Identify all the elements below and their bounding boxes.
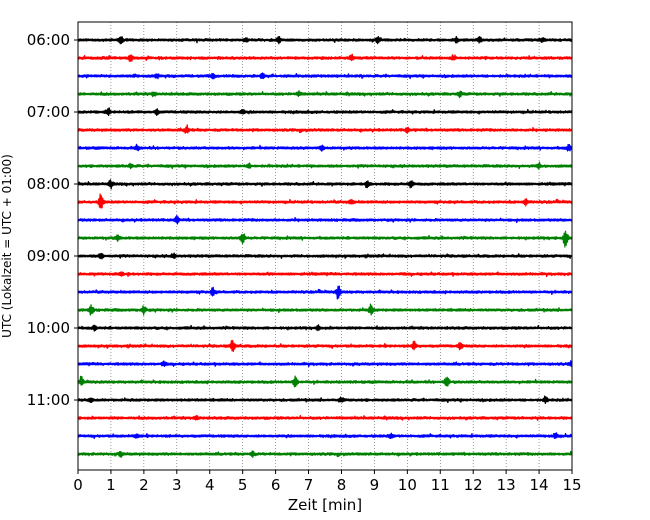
trace-line <box>77 35 573 45</box>
trace-line <box>77 324 573 332</box>
y-tick-label: 08:00 <box>27 175 70 193</box>
x-tick-label: 0 <box>73 476 83 494</box>
trace-line <box>77 360 573 368</box>
x-tick-label: 1 <box>106 476 116 494</box>
trace-line <box>77 432 573 440</box>
trace-line <box>77 53 573 62</box>
x-tick-label: 14 <box>530 476 549 494</box>
trace-line <box>77 375 573 388</box>
x-axis-label: Zeit [min] <box>288 496 362 514</box>
plot-frame <box>77 21 573 471</box>
x-tick-label: 7 <box>304 476 314 494</box>
trace-line <box>77 193 573 209</box>
y-tick-label: 10:00 <box>27 319 70 337</box>
y-tick-label: 07:00 <box>27 103 70 121</box>
y-axis-ticks: 06:00 07:00 08:00 09:00 10:00 11:00 <box>27 31 78 409</box>
y-tick-label: 09:00 <box>27 247 70 265</box>
x-tick-label: 13 <box>497 476 516 494</box>
x-tick-label: 2 <box>139 476 149 494</box>
trace-line <box>77 339 573 353</box>
x-tick-label: 10 <box>398 476 417 494</box>
x-tick-label: 8 <box>337 476 347 494</box>
x-tick-label: 12 <box>464 476 483 494</box>
trace-line <box>77 271 573 278</box>
y-tick-label: 11:00 <box>27 391 70 409</box>
x-tick-label: 3 <box>172 476 182 494</box>
x-tick-label: 11 <box>431 476 450 494</box>
trace-line <box>77 230 573 248</box>
x-tick-label: 6 <box>271 476 281 494</box>
trace-line <box>77 161 573 170</box>
trace-line <box>77 285 573 300</box>
trace-line <box>77 303 573 316</box>
x-tick-label: 9 <box>370 476 380 494</box>
x-tick-label: 4 <box>205 476 215 494</box>
trace-line <box>77 90 573 99</box>
grid-lines <box>110 22 540 470</box>
trace-line <box>77 179 573 190</box>
x-tick-label: 5 <box>238 476 248 494</box>
trace-line <box>77 214 573 225</box>
trace-line <box>77 107 573 117</box>
x-axis-ticks: 0 1 2 3 4 5 6 7 8 9 10 11 12 13 14 15 <box>73 470 582 494</box>
trace-line <box>77 72 573 80</box>
y-tick-label: 06:00 <box>27 31 70 49</box>
y-axis-label: UTC (Lokalzeit = UTC + 01:00) <box>0 154 14 338</box>
trace-line <box>77 143 573 152</box>
x-tick-label: 15 <box>562 476 581 494</box>
trace-line <box>77 395 573 405</box>
trace-line <box>77 450 573 458</box>
trace-line <box>77 124 573 134</box>
trace-line <box>77 414 573 421</box>
trace-group <box>77 35 573 458</box>
trace-line <box>77 252 573 260</box>
